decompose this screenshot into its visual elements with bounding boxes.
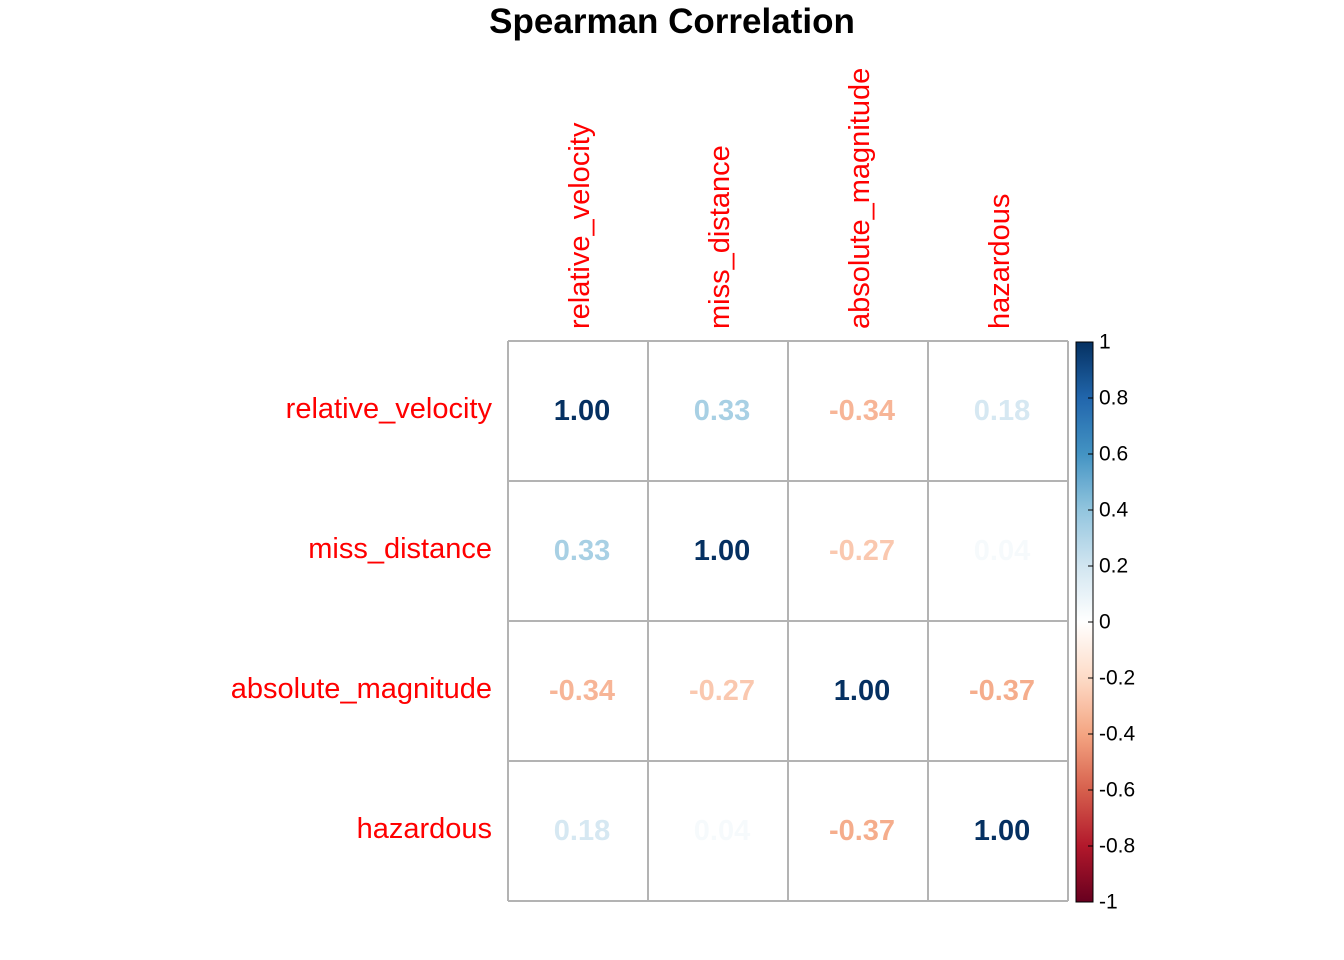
cell-value-hazardous-hazardous: 1.00 bbox=[974, 815, 1030, 847]
chart-title: Spearman Correlation bbox=[489, 2, 855, 41]
colorbar-tick-label: 0.2 bbox=[1099, 555, 1128, 578]
colorbar-tick-label: 0.8 bbox=[1099, 387, 1128, 410]
cell-value-miss_distance-absolute_magnitude: -0.27 bbox=[829, 535, 895, 567]
column-labels: relative_velocity miss_distance absolute_m… bbox=[564, 68, 1016, 329]
colorbar-tick-label: 0.4 bbox=[1099, 499, 1129, 522]
cell-value-hazardous-absolute_magnitude: -0.37 bbox=[829, 815, 895, 847]
colorbar-tick-label: 0 bbox=[1099, 611, 1111, 634]
colorbar-tick-label: -0.2 bbox=[1099, 667, 1135, 690]
colorbar-tick-label: -0.6 bbox=[1099, 779, 1135, 802]
colorbar-tick-label: -0.8 bbox=[1099, 835, 1135, 858]
correlation-grid: 1.00 0.33 -0.34 0.18 0.33 1.00 -0.27 0.04 -0.34 -… bbox=[507, 340, 1069, 902]
column-label-miss_distance: miss_distance bbox=[704, 145, 736, 329]
colorbar: 1 0.8 0.6 0.4 0.2 0 -0.2 -0.4 -0.6 -0.8 -1 bbox=[1075, 331, 1136, 914]
colorbar-tick-label: 0.6 bbox=[1099, 443, 1128, 466]
cell-value-miss_distance-hazardous: 0.04 bbox=[974, 535, 1030, 567]
cell-value-relative_velocity-absolute_magnitude: -0.34 bbox=[829, 395, 895, 427]
cell-value-absolute_magnitude-hazardous: -0.37 bbox=[969, 675, 1035, 707]
row-label-miss_distance: miss_distance bbox=[308, 533, 492, 565]
cell-value-absolute_magnitude-relative_velocity: -0.34 bbox=[549, 675, 615, 707]
cell-value-absolute_magnitude-absolute_magnitude: 1.00 bbox=[834, 675, 890, 707]
row-label-hazardous: hazardous bbox=[357, 813, 492, 845]
colorbar-tick-label: -0.4 bbox=[1099, 723, 1136, 746]
cell-value-hazardous-miss_distance: 0.04 bbox=[694, 815, 750, 847]
column-label-absolute_magnitude: absolute_magnitude bbox=[844, 68, 876, 329]
cell-value-miss_distance-relative_velocity: 0.33 bbox=[554, 535, 610, 567]
row-label-absolute_magnitude: absolute_magnitude bbox=[231, 673, 492, 705]
cell-value-relative_velocity-miss_distance: 0.33 bbox=[694, 395, 750, 427]
cell-value-relative_velocity-relative_velocity: 1.00 bbox=[554, 395, 610, 427]
colorbar-tick-label: -1 bbox=[1099, 891, 1118, 914]
row-label-relative_velocity: relative_velocity bbox=[286, 393, 493, 425]
cell-value-relative_velocity-hazardous: 0.18 bbox=[974, 395, 1030, 427]
cell-value-absolute_magnitude-miss_distance: -0.27 bbox=[689, 675, 755, 707]
column-label-hazardous: hazardous bbox=[984, 194, 1016, 329]
cell-value-hazardous-relative_velocity: 0.18 bbox=[554, 815, 610, 847]
cell-value-miss_distance-miss_distance: 1.00 bbox=[694, 535, 750, 567]
row-labels: relative_velocity miss_distance absolute_m… bbox=[231, 393, 493, 845]
colorbar-tick-label: 1 bbox=[1099, 331, 1111, 354]
column-label-relative_velocity: relative_velocity bbox=[564, 122, 596, 329]
